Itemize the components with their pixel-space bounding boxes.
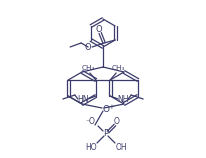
Text: O: O: [114, 118, 120, 127]
Text: HO: HO: [85, 143, 97, 152]
Text: NH: NH: [117, 95, 129, 104]
Text: ⁻O: ⁻O: [85, 118, 95, 127]
Text: OH: OH: [115, 143, 127, 152]
Text: +: +: [108, 104, 114, 110]
Text: P: P: [103, 130, 109, 139]
Text: O: O: [85, 43, 91, 52]
Text: CH₃: CH₃: [81, 65, 95, 71]
Text: HN: HN: [77, 95, 89, 104]
Text: CH₃: CH₃: [111, 65, 125, 71]
Text: O: O: [96, 24, 102, 33]
Text: O: O: [103, 106, 110, 115]
